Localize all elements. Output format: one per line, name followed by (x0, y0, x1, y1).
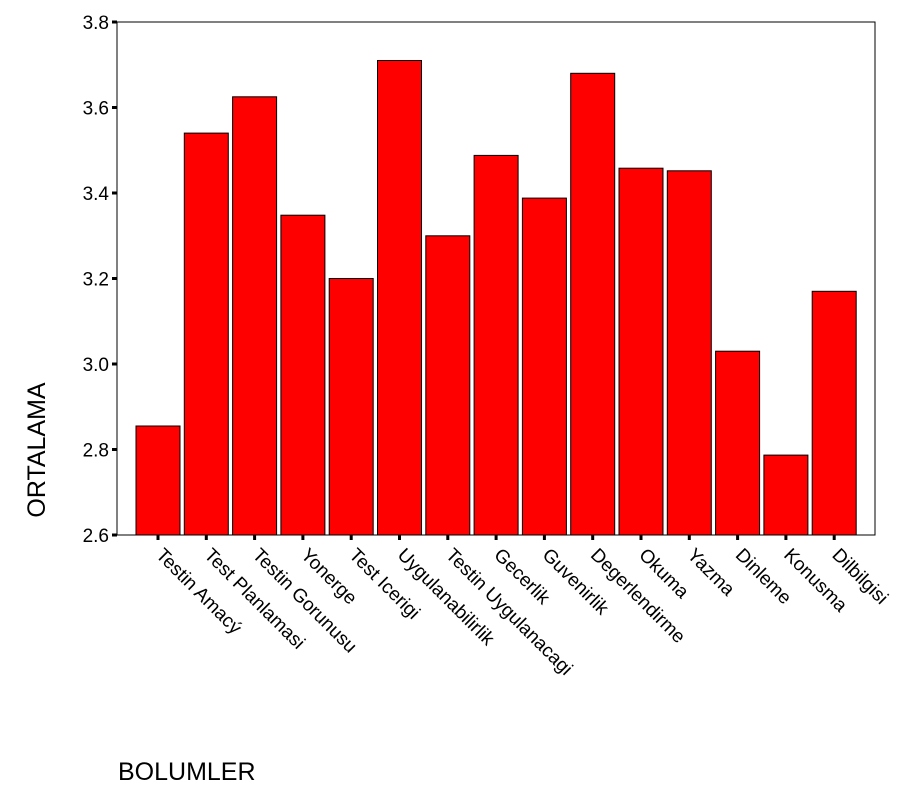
bar-11 (618, 167, 664, 536)
bar-9 (521, 197, 567, 536)
y-tick-label: 3.2 (83, 270, 109, 291)
y-axis-ticks: 2.6 2.8 3.0 3.2 3.4 3.6 3.8 (83, 13, 117, 547)
bar-2 (183, 132, 229, 536)
y-tick-label: 3.8 (83, 13, 109, 34)
x-axis-title: BOLUMLER (118, 758, 256, 786)
bar-4 (280, 214, 326, 536)
bar-8 (473, 154, 519, 536)
x-category-label: Yazma (683, 545, 739, 601)
bar-7 (425, 235, 471, 536)
bar-6 (377, 60, 422, 536)
y-tick-label: 3.4 (83, 184, 110, 205)
bar-14 (763, 454, 809, 536)
bar-13 (715, 350, 761, 536)
y-tick-label: 2.8 (83, 441, 109, 462)
bars-group (135, 60, 857, 536)
y-tick-label: 3.6 (83, 99, 109, 120)
bar-5 (328, 278, 374, 536)
y-axis-title: ORTALAMA (23, 382, 51, 518)
bar-1 (135, 425, 181, 536)
x-category-label: Testin Amacý (151, 545, 245, 639)
bar-3 (232, 96, 278, 536)
bar-10 (570, 72, 616, 536)
bar-15 (811, 290, 857, 536)
bar-12 (666, 170, 712, 536)
y-tick-label: 2.6 (83, 526, 109, 547)
y-tick-label: 3.0 (83, 355, 109, 376)
